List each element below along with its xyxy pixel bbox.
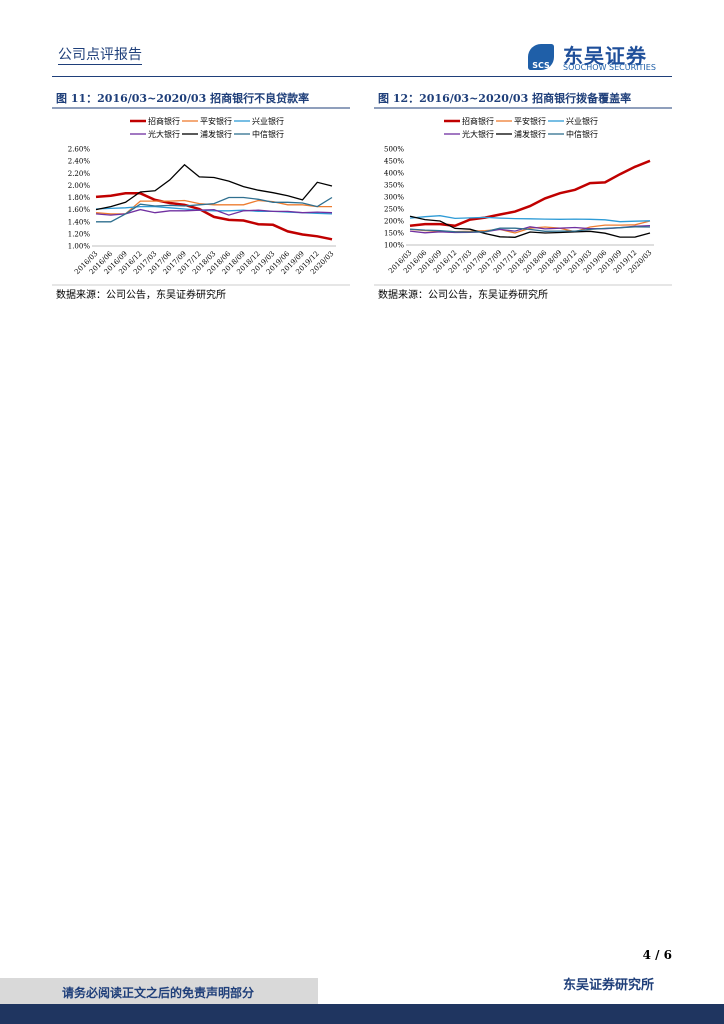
logo-mark: SCS — [528, 44, 554, 70]
series-line — [409, 226, 651, 233]
y-tick-label: 300% — [384, 194, 404, 202]
legend-label: 中信银行 — [252, 129, 284, 139]
y-tick-label: 250% — [384, 206, 404, 214]
series-line — [409, 215, 651, 238]
series-line — [96, 196, 333, 223]
legend-label: 浦发银行 — [514, 129, 546, 139]
legend-label: 招商银行 — [462, 116, 494, 126]
y-tick-label: 1.20% — [68, 230, 91, 238]
y-tick-label: 2.60% — [68, 146, 91, 154]
page-number: 4 / 6 — [642, 948, 672, 962]
series-line — [409, 159, 651, 228]
logo-en: SOOCHOW SECURITIES — [563, 63, 656, 72]
legend-label: 平安银行 — [514, 116, 546, 126]
figure-source: 数据来源：公司公告，东吴证券研究所 — [56, 288, 226, 301]
y-tick-label: 2.40% — [68, 158, 91, 166]
y-tick-label: 2.00% — [68, 182, 91, 190]
legend-label: 浦发银行 — [200, 129, 232, 139]
figure-title: 图 12：2016/03~2020/03 招商银行拨备覆盖率 — [378, 91, 631, 105]
y-tick-label: 1.40% — [68, 218, 91, 226]
footer-bar — [0, 1004, 724, 1024]
y-tick-label: 1.60% — [68, 206, 91, 214]
y-tick-label: 200% — [384, 218, 404, 226]
y-tick-label: 100% — [384, 242, 404, 250]
legend-label: 光大银行 — [462, 129, 494, 139]
y-tick-label: 1.80% — [68, 194, 91, 202]
series-line — [409, 215, 651, 223]
series-line — [95, 199, 332, 215]
y-tick-label: 2.20% — [68, 170, 91, 178]
figure-title: 图 11：2016/03~2020/03 招商银行不良贷款率 — [56, 91, 309, 105]
y-tick-label: 500% — [384, 146, 404, 154]
y-tick-label: 400% — [384, 170, 404, 178]
report-type: 公司点评报告 — [58, 44, 142, 65]
y-tick-label: 350% — [384, 182, 404, 190]
charts: 图 11：2016/03~2020/03 招商银行不良贷款率数据来源：公司公告，… — [52, 91, 672, 301]
institute: 东吴证券研究所 — [562, 978, 654, 993]
y-tick-label: 150% — [384, 230, 404, 238]
disclaimer: 请务必阅读正文之后的免责声明部分 — [62, 986, 255, 1000]
legend-label: 兴业银行 — [566, 116, 598, 126]
y-tick-label: 450% — [384, 158, 404, 166]
legend-label: 中信银行 — [566, 129, 598, 139]
series-line — [95, 208, 333, 216]
header-rule — [52, 76, 672, 77]
legend-label: 招商银行 — [148, 116, 180, 126]
series-line — [95, 163, 333, 211]
legend-label: 兴业银行 — [252, 116, 284, 126]
footer-band — [0, 978, 318, 1004]
series-line — [95, 192, 333, 241]
legend-label: 光大银行 — [148, 129, 180, 139]
figure-source: 数据来源：公司公告，东吴证券研究所 — [378, 288, 548, 301]
logo-cn: 东吴证券 — [563, 44, 647, 68]
legend-label: 平安银行 — [200, 116, 232, 126]
y-tick-label: 1.00% — [68, 243, 91, 251]
